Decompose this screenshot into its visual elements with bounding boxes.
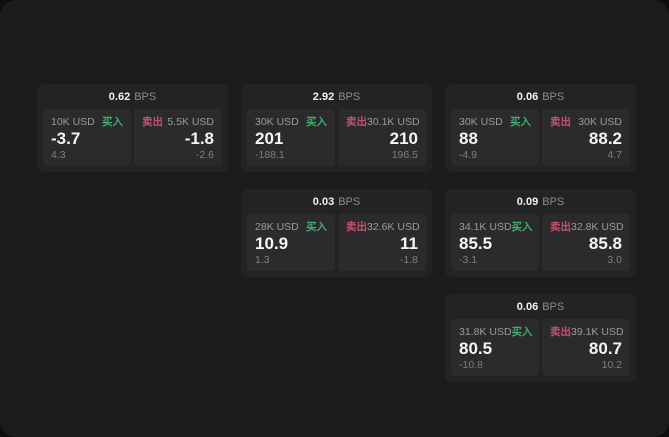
buy-label[interactable]: 买入 <box>306 221 327 233</box>
sell-price: -1.8 <box>184 129 214 148</box>
sell-sub-value: 196.5 <box>391 149 418 161</box>
buy-amount: 34.1K USD <box>459 221 512 233</box>
quote-card[interactable]: 0.06 BPS 31.8K USD 买入 80.5 -10.8 卖出 39.1K… <box>445 294 636 382</box>
sell-panel[interactable]: 卖出 32.8K USD 85.8 3.0 <box>542 214 630 271</box>
buy-label[interactable]: 买入 <box>306 116 327 128</box>
quote-body: 31.8K USD 买入 80.5 -10.8 卖出 39.1K USD 80.… <box>451 319 630 376</box>
sell-amount: 5.5K USD <box>167 116 214 128</box>
bps-unit-label: BPS <box>338 196 361 208</box>
quote-body: 28K USD 买入 10.9 1.3 卖出 32.6K USD 11 -1.8 <box>247 214 426 271</box>
sell-label[interactable]: 卖出 <box>346 221 367 233</box>
sell-sub-value: 3.0 <box>607 254 622 266</box>
buy-price: 80.5 <box>459 339 493 358</box>
sell-amount: 30K USD <box>578 116 622 128</box>
quote-body: 34.1K USD 买入 85.5 -3.1 卖出 32.8K USD 85.8… <box>451 214 630 271</box>
quote-card[interactable]: 0.09 BPS 34.1K USD 买入 85.5 -3.1 卖出 32.8K … <box>445 189 636 277</box>
bps-unit-label: BPS <box>542 301 565 313</box>
bps-header: 0.06 BPS <box>451 299 630 315</box>
sell-amount: 32.6K USD <box>367 221 420 233</box>
sell-sub-value: -1.8 <box>399 254 418 266</box>
sell-label[interactable]: 卖出 <box>550 326 571 338</box>
buy-price: 88 <box>459 129 478 148</box>
bps-header: 2.92 BPS <box>247 89 426 105</box>
bps-header: 0.62 BPS <box>43 89 222 105</box>
buy-label[interactable]: 买入 <box>102 116 123 128</box>
buy-panel[interactable]: 31.8K USD 买入 80.5 -10.8 <box>451 319 539 376</box>
buy-sub-value: -3.1 <box>459 254 478 266</box>
sell-sub-value: 10.2 <box>601 359 622 371</box>
sell-sub-value: 4.7 <box>607 149 622 161</box>
bps-value: 0.06 <box>516 91 539 103</box>
quote-card[interactable]: 0.06 BPS 30K USD 买入 88 -4.9 卖出 30K USD <box>445 84 636 172</box>
buy-sub-value: 4.3 <box>51 149 66 161</box>
buy-amount: 28K USD <box>255 221 299 233</box>
buy-label[interactable]: 买入 <box>510 116 531 128</box>
sell-panel[interactable]: 卖出 30.1K USD 210 196.5 <box>338 109 426 166</box>
buy-panel[interactable]: 30K USD 买入 201 -188.1 <box>247 109 335 166</box>
quote-body: 30K USD 买入 201 -188.1 卖出 30.1K USD 210 1… <box>247 109 426 166</box>
bps-unit-label: BPS <box>338 91 361 103</box>
quote-card[interactable]: 0.62 BPS 10K USD 买入 -3.7 4.3 卖出 5.5K USD <box>37 84 228 172</box>
bps-unit-label: BPS <box>542 91 565 103</box>
buy-price: 201 <box>255 129 284 148</box>
bps-value: 0.62 <box>108 91 131 103</box>
buy-amount: 10K USD <box>51 116 95 128</box>
buy-sub-value: -10.8 <box>459 359 483 371</box>
sell-label[interactable]: 卖出 <box>550 116 571 128</box>
quote-body: 10K USD 买入 -3.7 4.3 卖出 5.5K USD -1.8 -2.… <box>43 109 222 166</box>
buy-panel[interactable]: 10K USD 买入 -3.7 4.3 <box>43 109 131 166</box>
buy-label[interactable]: 买入 <box>511 221 533 233</box>
sell-label[interactable]: 卖出 <box>346 116 367 128</box>
sell-price: 80.7 <box>588 339 622 358</box>
buy-panel[interactable]: 34.1K USD 买入 85.5 -3.1 <box>451 214 539 271</box>
buy-price: 10.9 <box>255 234 289 253</box>
sell-label[interactable]: 卖出 <box>142 116 163 128</box>
bps-value: 2.92 <box>312 91 335 103</box>
bps-unit-label: BPS <box>542 196 565 208</box>
buy-amount: 30K USD <box>255 116 299 128</box>
sell-panel[interactable]: 卖出 32.6K USD 11 -1.8 <box>338 214 426 271</box>
bps-header: 0.03 BPS <box>247 194 426 210</box>
buy-amount: 30K USD <box>459 116 503 128</box>
sell-label[interactable]: 卖出 <box>550 221 571 233</box>
buy-price: -3.7 <box>51 129 81 148</box>
sell-amount: 32.8K USD <box>571 221 624 233</box>
buy-sub-value: 1.3 <box>255 254 270 266</box>
buy-label[interactable]: 买入 <box>511 326 533 338</box>
buy-panel[interactable]: 28K USD 买入 10.9 1.3 <box>247 214 335 271</box>
sell-sub-value: -2.6 <box>195 149 214 161</box>
sell-price: 88.2 <box>588 129 622 148</box>
bps-value: 0.09 <box>516 196 539 208</box>
buy-sub-value: -188.1 <box>255 149 285 161</box>
bps-header: 0.09 BPS <box>451 194 630 210</box>
buy-amount: 31.8K USD <box>459 326 512 338</box>
sell-price: 210 <box>389 129 418 148</box>
sell-price: 11 <box>400 234 418 253</box>
sell-amount: 30.1K USD <box>367 116 420 128</box>
sell-amount: 39.1K USD <box>571 326 624 338</box>
sell-panel[interactable]: 卖出 5.5K USD -1.8 -2.6 <box>134 109 222 166</box>
buy-panel[interactable]: 30K USD 买入 88 -4.9 <box>451 109 539 166</box>
sell-panel[interactable]: 卖出 30K USD 88.2 4.7 <box>542 109 630 166</box>
quote-card[interactable]: 2.92 BPS 30K USD 买入 201 -188.1 卖出 30.1K U… <box>241 84 432 172</box>
buy-price: 85.5 <box>459 234 493 253</box>
quote-body: 30K USD 买入 88 -4.9 卖出 30K USD 88.2 4.7 <box>451 109 630 166</box>
sell-price: 85.8 <box>588 234 622 253</box>
sell-panel[interactable]: 卖出 39.1K USD 80.7 10.2 <box>542 319 630 376</box>
bps-header: 0.06 BPS <box>451 89 630 105</box>
buy-sub-value: -4.9 <box>459 149 478 161</box>
bps-value: 0.06 <box>516 301 539 313</box>
bps-value: 0.03 <box>312 196 335 208</box>
quote-card[interactable]: 0.03 BPS 28K USD 买入 10.9 1.3 卖出 32.6K USD <box>241 189 432 277</box>
bps-unit-label: BPS <box>134 91 157 103</box>
